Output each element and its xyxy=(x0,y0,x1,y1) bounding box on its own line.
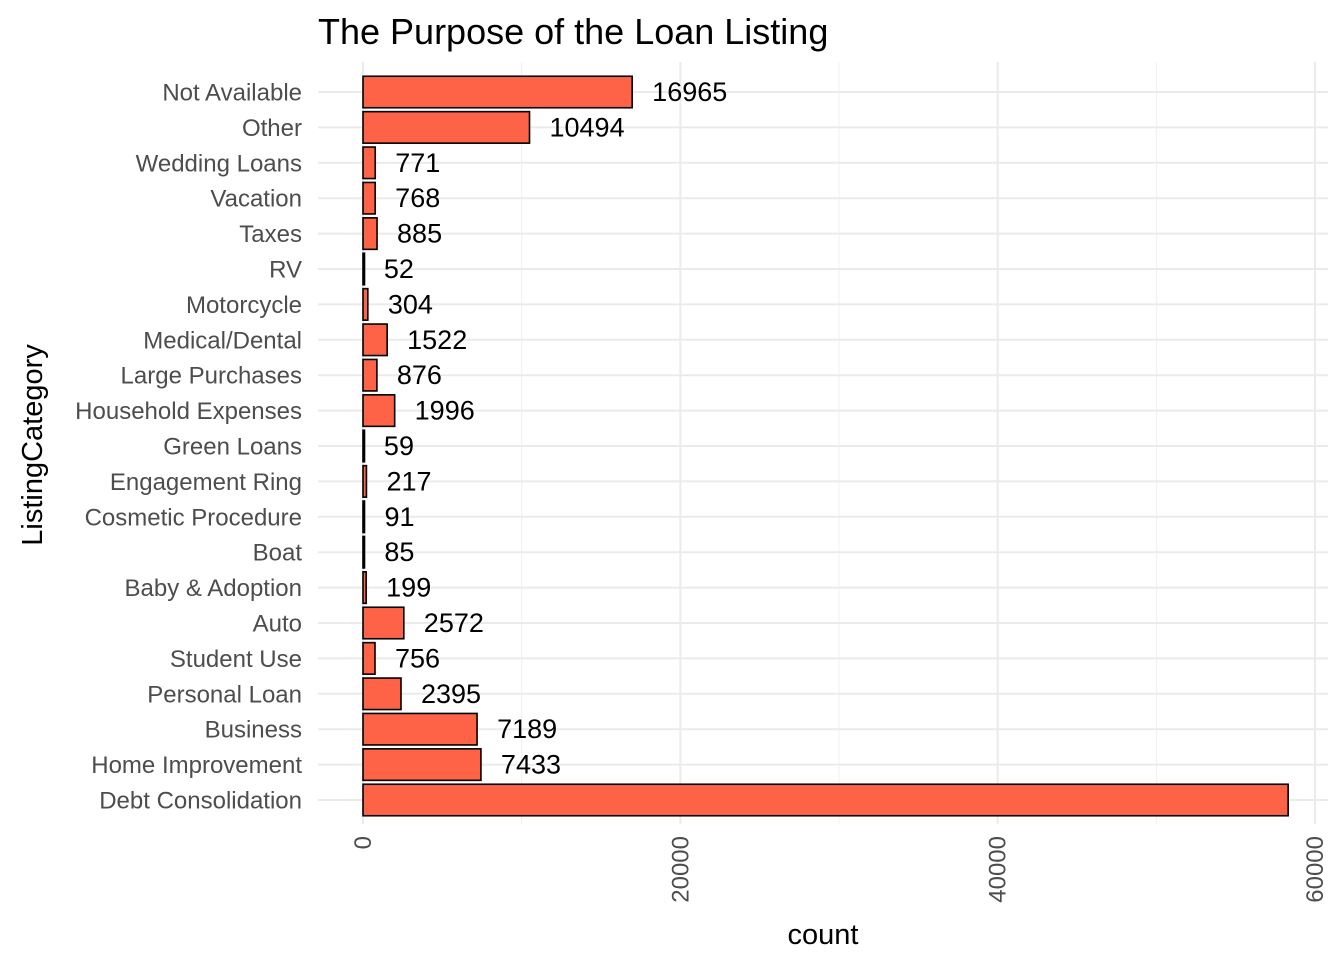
data-label: 1996 xyxy=(415,396,475,426)
data-label: 7433 xyxy=(501,750,561,780)
bar xyxy=(362,535,366,569)
y-tick-label: Medical/Dental xyxy=(143,327,302,354)
y-tick-label: Not Available xyxy=(162,80,302,107)
chart-title: The Purpose of the Loan Listing xyxy=(318,11,828,52)
bar xyxy=(362,252,366,286)
bar xyxy=(362,146,377,180)
data-label: 768 xyxy=(395,183,440,213)
data-label: 2572 xyxy=(424,608,484,638)
x-axis-tick-labels: 0 20000 40000 60000 xyxy=(350,836,1329,903)
data-label: 199 xyxy=(386,573,431,603)
data-label: 756 xyxy=(395,643,440,673)
data-label: 217 xyxy=(386,466,431,496)
y-tick-label: Cosmetic Procedure xyxy=(85,504,302,531)
data-label: 7189 xyxy=(497,714,557,744)
data-label: 52 xyxy=(384,254,414,284)
bar xyxy=(362,748,482,782)
data-label: 304 xyxy=(388,289,433,319)
bars xyxy=(362,75,1289,817)
y-tick-label: Debt Consolidation xyxy=(99,788,302,815)
x-tick-label: 40000 xyxy=(985,836,1012,903)
x-tick-label: 0 xyxy=(350,836,377,849)
data-label: 59 xyxy=(384,431,414,461)
bar xyxy=(362,571,367,605)
y-tick-label: Other xyxy=(242,115,302,142)
bar xyxy=(362,287,369,321)
bar xyxy=(362,217,378,251)
bar xyxy=(362,75,633,109)
bar xyxy=(362,394,396,428)
y-tick-label: Student Use xyxy=(170,646,302,673)
grid xyxy=(318,62,1328,824)
bar xyxy=(362,110,531,144)
bar xyxy=(362,181,376,215)
data-label: 1522 xyxy=(407,325,467,355)
bar xyxy=(362,677,402,711)
x-tick-label: 60000 xyxy=(1302,836,1329,903)
bar xyxy=(362,358,378,392)
y-tick-label: Green Loans xyxy=(163,434,302,461)
x-axis-title: count xyxy=(788,919,859,951)
bar xyxy=(362,641,376,675)
y-tick-label: Business xyxy=(205,717,302,744)
y-axis-title: ListingCategory xyxy=(17,344,49,546)
y-tick-label: Wedding Loans xyxy=(136,150,302,177)
bar xyxy=(362,783,1289,817)
y-tick-label: Large Purchases xyxy=(121,363,302,390)
bar xyxy=(362,500,366,534)
y-tick-label: Auto xyxy=(253,611,302,638)
bar xyxy=(362,429,366,463)
bar xyxy=(362,712,478,746)
bar xyxy=(362,606,405,640)
data-label: 91 xyxy=(384,502,414,532)
bar xyxy=(362,464,368,498)
y-tick-label: Engagement Ring xyxy=(110,469,302,496)
data-label: 876 xyxy=(397,360,442,390)
bar xyxy=(362,323,388,357)
y-tick-label: Boat xyxy=(253,540,303,567)
y-tick-label: Home Improvement xyxy=(91,752,302,779)
y-tick-label: Vacation xyxy=(210,186,302,213)
data-label: 885 xyxy=(397,219,442,249)
x-tick-label: 20000 xyxy=(667,836,694,903)
y-tick-label: RV xyxy=(269,257,302,284)
data-label: 16965 xyxy=(652,77,727,107)
y-tick-label: Taxes xyxy=(239,221,302,248)
data-label: 10494 xyxy=(550,112,625,142)
data-label: 771 xyxy=(395,148,440,178)
y-tick-label: Household Expenses xyxy=(75,398,302,425)
y-tick-label: Personal Loan xyxy=(147,681,302,708)
data-label: 85 xyxy=(384,537,414,567)
y-tick-label: Motorcycle xyxy=(186,292,302,319)
data-label: 2395 xyxy=(421,679,481,709)
y-axis-category-labels: Debt Consolidation Home Improvement Busine… xyxy=(75,80,302,815)
y-tick-label: Baby & Adoption xyxy=(125,575,302,602)
